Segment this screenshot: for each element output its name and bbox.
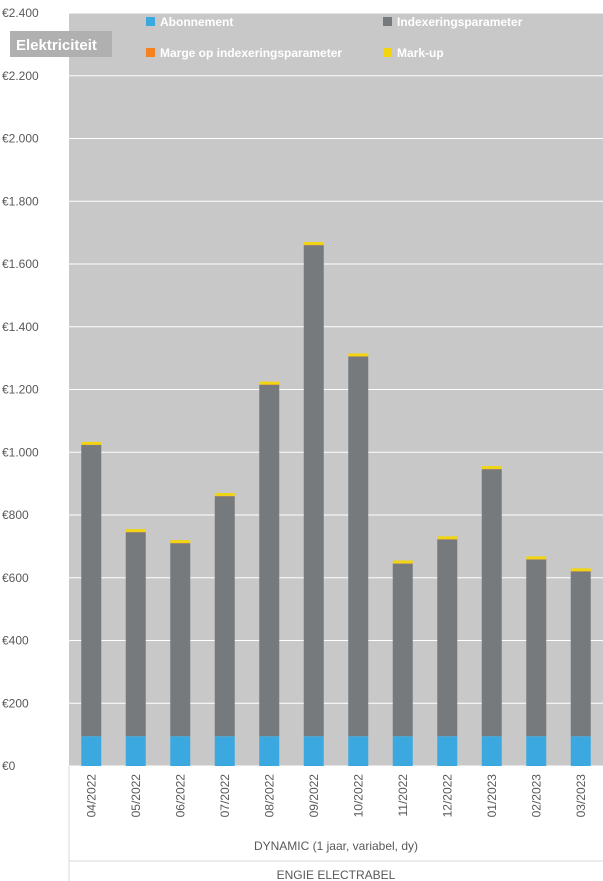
y-tick-label: €1.400 [2,320,39,334]
bar-segment [303,736,324,766]
bar-segment [570,568,591,572]
bar-segment [348,736,369,766]
y-tick-label: €1.600 [2,257,39,271]
gridlines [69,12,603,767]
bar-segment [125,529,146,532]
bar-segment [81,445,102,737]
bar-segment [214,493,235,496]
y-tick-label: €0 [2,759,16,773]
legend-swatch [383,48,392,57]
legend-label: Abonnement [160,15,233,29]
bar-segment [259,384,280,737]
bar-segment [392,736,413,766]
bar-segment [437,536,458,540]
x-tick-label: 11/2022 [396,774,410,817]
bar-segment [125,736,146,766]
bar-segment [570,736,591,766]
y-tick-label: €1.200 [2,383,39,397]
x-tick-label: 10/2022 [351,774,365,818]
legend-label: Mark-up [397,46,444,60]
bar-segment [259,381,280,385]
bar-segment [259,736,280,766]
chart-title-background [10,31,112,57]
group-label-supplier: ENGIE ELECTRABEL [277,868,396,881]
x-tick-label: 06/2022 [173,774,187,818]
bar-segment [526,556,547,560]
x-tick-label: 12/2022 [440,774,454,818]
x-tick-label: 05/2022 [129,774,143,818]
bar-segment [392,560,413,564]
bar-segment [481,466,502,469]
bar-segment [303,245,324,737]
legend: Abonnement Indexeringsparameter Marge op i… [146,15,523,60]
x-tick-label: 07/2022 [218,774,232,818]
bars [81,242,591,766]
y-tick-label: €1.000 [2,445,39,459]
x-tick-label: 01/2023 [485,774,499,818]
bar-segment [125,532,146,737]
y-tick-label: €2.000 [2,132,39,146]
y-tick-label: €600 [2,571,29,585]
bar-segment [81,736,102,766]
bar-segment [437,736,458,766]
y-tick-label: €800 [2,508,29,522]
x-axis: 04/2022 05/2022 06/2022 07/2022 08/2022 09/20… [68,766,588,881]
x-tick-label: 03/2023 [574,774,588,818]
bar-segment [348,353,369,357]
chart-title: Elektriciteit [16,37,97,54]
y-tick-label: €400 [2,634,29,648]
legend-swatch [146,48,155,57]
group-label-product: DYNAMIC (1 jaar, variabel, dy) [254,839,418,853]
bar-segment [348,356,369,737]
group-labels: DYNAMIC (1 jaar, variabel, dy) ENGIE ELEC… [69,839,603,881]
x-tick-label: 04/2022 [84,774,98,818]
bar-segment [303,242,324,245]
bar-segment [437,539,458,737]
y-tick-label: €2.200 [2,69,39,83]
legend-label: Indexeringsparameter [397,15,523,29]
bar-segment [392,563,413,737]
y-tick-label: €200 [2,696,29,710]
x-tick-label: 08/2022 [262,774,276,818]
legend-label: Marge op indexeringsparameter [160,46,342,60]
bar-segment [481,469,502,737]
legend-swatch [146,17,155,26]
y-tick-label: €1.800 [2,194,39,208]
bar-segment [526,559,547,737]
bar-segment [170,736,191,766]
bar-segment [81,441,102,445]
chart-title-box: Elektriciteit [10,31,112,57]
bar-segment [214,736,235,766]
bar-segment [526,736,547,766]
y-tick-label: €2.400 [2,6,39,20]
bar-segment [481,736,502,766]
x-tick-label: 02/2023 [529,774,543,818]
bar-segment [170,540,191,543]
y-axis: €0 €200 €400 €600 €800 €1.000 €1.200 €1.400 €1.6… [2,6,39,773]
legend-swatch [383,17,392,26]
bar-segment [570,571,591,737]
bar-segment [170,543,191,737]
x-tick-label: 09/2022 [307,774,321,818]
bar-segment [214,496,235,737]
